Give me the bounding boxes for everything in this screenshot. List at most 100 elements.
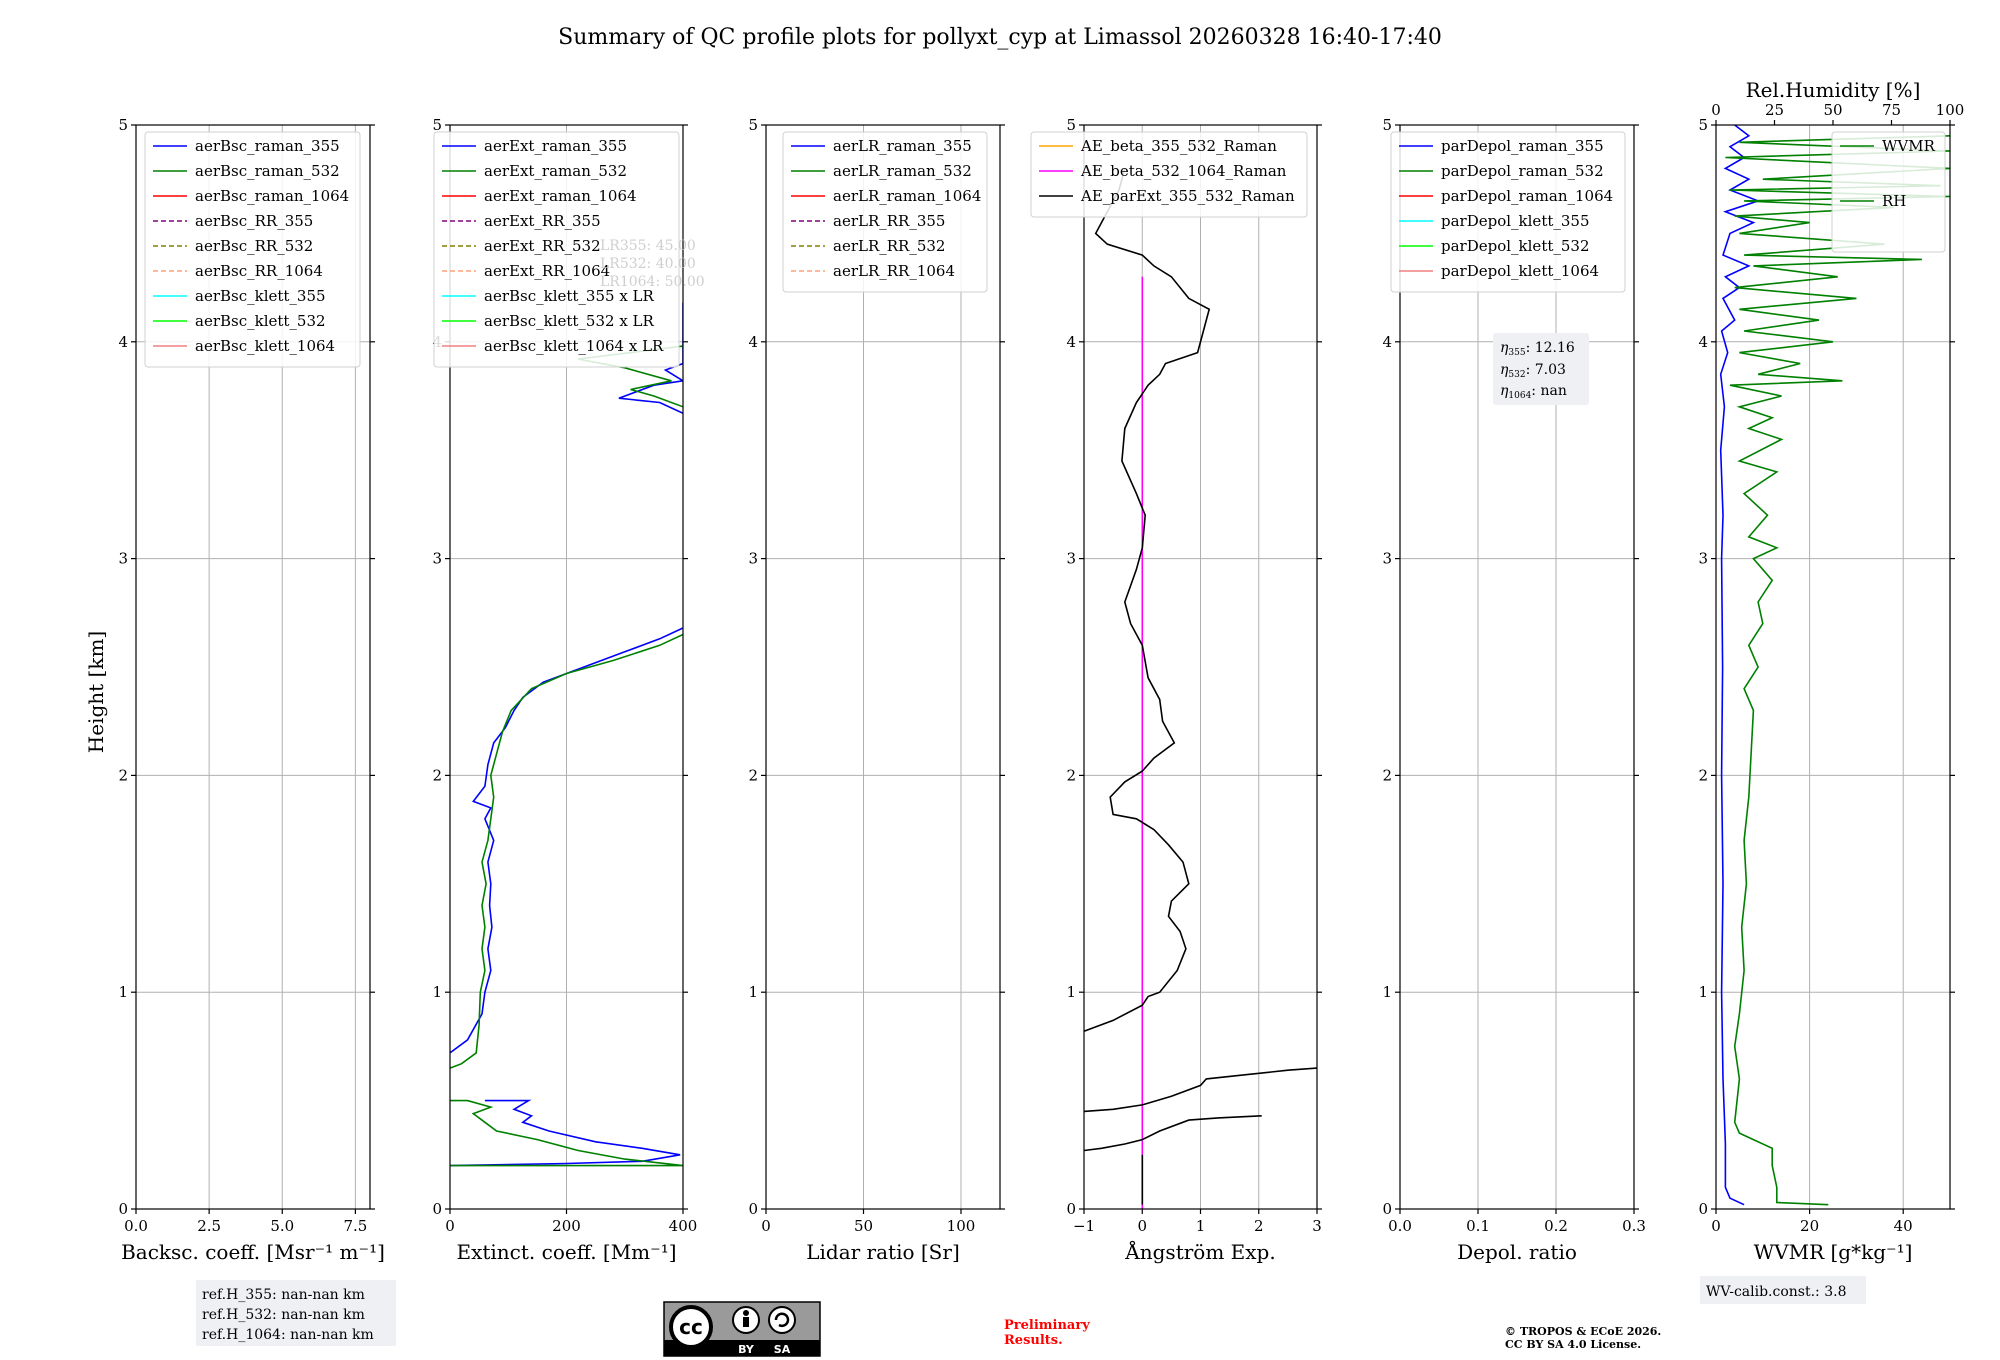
legend-entry: RH [1882, 192, 1906, 210]
y-tick-label: 5 [1698, 116, 1708, 134]
y-tick-label: 2 [1382, 766, 1392, 784]
series-line-aerExt_raman_532 [450, 633, 683, 1069]
top-tick-label: 0 [1711, 101, 1721, 119]
series-group [1084, 168, 1317, 1209]
x-tick-label: 400 [669, 1217, 698, 1235]
legend-entry: parDepol_raman_1064 [1441, 187, 1613, 205]
figure-title: Summary of QC profile plots for pollyxt_… [558, 25, 1442, 50]
series-line-AE_parExt_355_532_Raman [1084, 168, 1211, 1032]
series-line-WVMR [1725, 135, 1950, 1206]
legend-entry: aerBsc_RR_532 [195, 237, 313, 255]
series-line-aerExt_raman_532 [450, 1099, 683, 1167]
legend-entry: parDepol_klett_532 [1441, 237, 1590, 255]
series-line-aerExt_raman_355 [618, 302, 683, 415]
series-line-aerExt_raman_355 [450, 1099, 681, 1167]
x-axis-label: Ångström Exp. [1124, 1239, 1275, 1264]
x-axis-label: Backsc. coeff. [Msr⁻¹ m⁻¹] [121, 1240, 385, 1264]
reference-height-box: ref.H_355: nan-nan km ref.H_532: nan-nan… [196, 1280, 396, 1346]
legend-entry: aerBsc_klett_1064 x LR [484, 337, 664, 355]
legend-entry: AE_parExt_355_532_Raman [1080, 187, 1295, 205]
eta-1064: η1064: nan [1500, 383, 1567, 401]
y-tick-label: 2 [1698, 766, 1708, 784]
x-axis-label: Extinct. coeff. [Mm⁻¹] [456, 1240, 676, 1264]
top-tick-label: 50 [1823, 101, 1842, 119]
top-tick-label: 100 [1936, 101, 1965, 119]
eta-355: η355: 12.16 [1500, 340, 1575, 358]
legend: WVMR RH [1831, 131, 1946, 253]
legend: aerLR_raman_355 aerLR_raman_532 aerLR_rama… [782, 131, 988, 293]
legend-box [1831, 131, 1946, 253]
wvcal-box-bg [1700, 1276, 1866, 1304]
by-person-body-icon [743, 1317, 749, 1327]
legend-entry: aerExt_RR_355 [484, 212, 601, 230]
y-tick-label: 4 [1698, 333, 1708, 351]
y-tick-label: 0 [1066, 1200, 1076, 1218]
cc-by-text: BY [738, 1343, 755, 1356]
x-tick-label: 40 [1894, 1217, 1913, 1235]
legend-entry: aerBsc_raman_532 [195, 162, 340, 180]
y-tick-label: 0 [432, 1200, 442, 1218]
legend-entry: aerExt_raman_355 [484, 137, 627, 155]
top-tick-label: 75 [1882, 101, 1901, 119]
y-tick-label: 0 [748, 1200, 758, 1218]
wv-calibration-box: WV-calib.const.: 3.8 [1700, 1276, 1866, 1304]
x-tick-label: 0 [761, 1217, 771, 1235]
legend-entry: aerLR_raman_532 [833, 162, 972, 180]
panel-wv: 0 20 40 0 1 2 3 4 5 WVMR [g*kg⁻¹] 0 25 50 75 100 Rel.Hu… [1698, 78, 1964, 1264]
sa-arrow-icon [774, 1312, 790, 1327]
legend-entry: aerBsc_klett_355 x LR [484, 287, 655, 305]
y-tick-label: 5 [118, 116, 128, 134]
series-group [450, 302, 683, 1167]
eta-box: η355: 12.16 η532: 7.03 η1064: nan [1493, 333, 1589, 405]
series-line-RH [1719, 125, 1761, 1206]
panel-bsc: 0.0 2.5 5.0 7.5 0 1 2 3 4 5 Backsc. coeff. [Msr⁻¹ … [118, 116, 384, 1264]
axes-frame [1715, 124, 1951, 1210]
legend-entry: aerExt_RR_532 [484, 237, 601, 255]
legend-box [144, 131, 361, 368]
by-person-head-icon [743, 1310, 749, 1316]
legend-entry: aerLR_raman_355 [833, 137, 972, 155]
y-tick-label: 1 [432, 983, 442, 1001]
axes-frame [765, 124, 1001, 1210]
y-tick-label: 0 [1382, 1200, 1392, 1218]
legend-entry: AE_beta_532_1064_Raman [1080, 162, 1287, 180]
y-axis-label: Height [km] [84, 631, 108, 753]
y-tick-label: 3 [748, 550, 758, 568]
legend-entry: aerLR_RR_1064 [833, 262, 955, 280]
x-tick-label: 0 [1137, 1217, 1147, 1235]
x-tick-label: 0.3 [1622, 1217, 1646, 1235]
x-axis-label: Lidar ratio [Sr] [806, 1240, 960, 1264]
y-tick-label: 4 [118, 333, 128, 351]
y-tick-label: 5 [432, 116, 442, 134]
cc-mark: cc [679, 1315, 703, 1339]
legend-entry: aerBsc_klett_532 [195, 312, 326, 330]
legend-entry: aerLR_RR_532 [833, 237, 945, 255]
y-tick-label: 3 [1698, 550, 1708, 568]
legend-box [1390, 131, 1626, 293]
legend-entry: parDepol_klett_1064 [1441, 262, 1599, 280]
y-tick-label: 5 [1066, 116, 1076, 134]
refh-1064: ref.H_1064: nan-nan km [202, 1327, 374, 1343]
panel-ext: 0200400012345Extinct. coeff. [Mm⁻¹]aerEx… [432, 116, 697, 1264]
y-tick-label: 4 [748, 333, 758, 351]
y-tick-label: 2 [1066, 766, 1076, 784]
series-group [1719, 125, 1950, 1206]
panel-depol: 0.0 0.1 0.2 0.3 0 1 2 3 4 5 Depol. ratio parDepol_r… [1382, 116, 1645, 1264]
x-tick-label: 200 [552, 1217, 581, 1235]
lr-annotation-text: LR1064: 50.00 [600, 274, 705, 290]
preliminary-line2: Results. [1004, 1333, 1063, 1348]
legend-entry: aerBsc_raman_355 [195, 137, 340, 155]
legend-entry: aerBsc_RR_1064 [195, 262, 323, 280]
legend-entry: aerBsc_RR_355 [195, 212, 313, 230]
x-tick-label: 7.5 [343, 1217, 367, 1235]
legend-entry: aerLR_raman_1064 [833, 187, 981, 205]
x-tick-label: 0.1 [1466, 1217, 1490, 1235]
top-axis-label: Rel.Humidity [%] [1746, 78, 1921, 102]
legend-entry: parDepol_klett_355 [1441, 212, 1590, 230]
x-tick-label: 20 [1800, 1217, 1819, 1235]
series-line-AE_parExt_355_532_Raman [1084, 1115, 1262, 1152]
series-line-aerExt_raman_355 [450, 627, 683, 1054]
x-tick-label: 50 [854, 1217, 873, 1235]
y-tick-label: 2 [748, 766, 758, 784]
